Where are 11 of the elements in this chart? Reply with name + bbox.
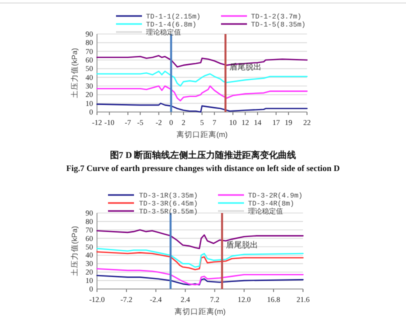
line-series	[96, 251, 304, 270]
caption: Fig.7 Curve of earth pressure changes with distance on left side of section D	[66, 163, 340, 173]
ref-line-label: 盾尾脱出	[229, 62, 262, 72]
ref-line-label: 盾尾脱出	[226, 240, 258, 250]
line-series	[96, 268, 304, 286]
line-series	[96, 70, 308, 87]
line-series	[96, 229, 304, 250]
line-series	[96, 274, 304, 286]
line-series	[96, 85, 308, 102]
caption: 图7 D 断面轴线左侧土压力随推进距离变化曲线	[110, 150, 296, 160]
line-series	[96, 248, 304, 268]
